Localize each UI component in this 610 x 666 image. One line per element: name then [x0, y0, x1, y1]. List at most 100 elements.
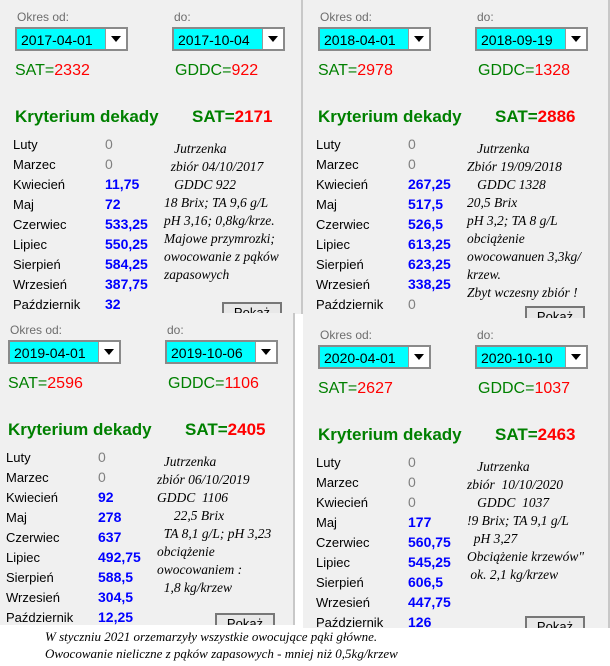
footer-note: W styczniu 2021 orzemarzyły wszystkie ow…	[45, 629, 398, 661]
month-value: 0	[408, 296, 416, 312]
from-date-select[interactable]: 2020-04-01	[318, 345, 431, 369]
pokaz-button[interactable]: Pokaż	[215, 613, 275, 625]
sat-label: SAT=	[8, 375, 48, 392]
to-date-select[interactable]: 2018-09-19	[475, 27, 588, 51]
to-date-select[interactable]: 2020-10-10	[475, 345, 588, 369]
kryterium-sat-readout: SAT=2171	[192, 107, 273, 127]
gddc-readout: GDDC=1106	[168, 375, 259, 393]
from-label: Okres od:	[320, 328, 373, 342]
month-label: Wrzesień	[316, 595, 370, 610]
to-label: do:	[477, 10, 494, 24]
dropdown-arrow-icon[interactable]	[408, 29, 429, 49]
from-date-select[interactable]: 2018-04-01	[318, 27, 431, 51]
month-value: 545,25	[408, 554, 451, 570]
kryterium-dekady-label: Kryterium dekady	[15, 107, 159, 126]
period-panel: Okres od: 2018-04-01 do: 2018-09-19 SAT=…	[303, 0, 610, 318]
dropdown-arrow-icon[interactable]	[105, 29, 126, 49]
dropdown-arrow-icon[interactable]	[565, 347, 586, 367]
month-label: Lipiec	[6, 550, 40, 565]
period-panel: Okres od: 2017-04-01 do: 2017-10-04 SAT=…	[0, 0, 303, 314]
dropdown-arrow-icon[interactable]	[565, 29, 586, 49]
from-date-select[interactable]: 2019-04-01	[8, 340, 121, 364]
kryterium-sat-value: 2405	[227, 420, 266, 439]
dropdown-arrow-icon[interactable]	[408, 347, 429, 367]
from-date-value: 2018-04-01	[324, 32, 396, 48]
gddc-label: GDDC=	[478, 380, 535, 397]
sat-value: 2596	[47, 375, 83, 392]
kryterium-sat-label: SAT=	[185, 420, 228, 439]
gddc-readout: GDDC=922	[175, 62, 258, 80]
month-value: 584,25	[105, 256, 148, 272]
pokaz-button[interactable]: Pokaż	[222, 302, 282, 314]
month-label: Maj	[6, 510, 27, 525]
from-date-select[interactable]: 2017-04-01	[15, 27, 128, 51]
month-value: 12,25	[98, 609, 134, 625]
month-value: 560,75	[408, 534, 451, 550]
to-date-value: 2017-10-04	[178, 32, 250, 48]
gddc-value: 922	[231, 62, 259, 79]
dropdown-arrow-icon[interactable]	[255, 342, 276, 362]
month-label: Luty	[6, 450, 31, 465]
month-label: Kwiecień	[316, 495, 369, 510]
month-label: Lipiec	[316, 555, 350, 570]
month-label: Luty	[316, 455, 341, 470]
month-label: Sierpień	[316, 257, 364, 272]
month-value: 0	[408, 136, 416, 152]
month-label: Lipiec	[13, 237, 47, 252]
gddc-readout: GDDC=1037	[478, 380, 570, 398]
month-label: Październik	[13, 297, 81, 312]
month-label: Maj	[316, 515, 337, 530]
month-label: Marzec	[6, 470, 49, 485]
month-value: 304,5	[98, 589, 134, 605]
month-value: 267,25	[408, 176, 451, 192]
month-value: 613,25	[408, 236, 451, 252]
sat-readout: SAT=2332	[15, 62, 90, 80]
month-value: 517,5	[408, 196, 444, 212]
dropdown-arrow-icon[interactable]	[98, 342, 119, 362]
month-value: 533,25	[105, 216, 148, 232]
month-label: Wrzesień	[6, 590, 60, 605]
month-label: Październik	[316, 297, 384, 312]
gddc-readout: GDDC=1328	[478, 62, 570, 80]
month-label: Sierpień	[6, 570, 54, 585]
kryterium-dekady-label: Kryterium dekady	[318, 425, 462, 444]
kryterium-dekady-label: Kryterium dekady	[318, 107, 462, 126]
month-label: Czerwiec	[13, 217, 67, 232]
sat-value: 2627	[357, 380, 393, 397]
month-value: 0	[105, 156, 113, 172]
month-value: 0	[98, 449, 106, 465]
pokaz-button[interactable]: Pokaż	[525, 616, 585, 628]
month-value: 588,5	[98, 569, 134, 585]
month-label: Kwiecień	[13, 177, 66, 192]
month-label: Marzec	[13, 157, 56, 172]
month-label: Lipiec	[316, 237, 350, 252]
month-value: 11,75	[105, 176, 140, 192]
pokaz-button[interactable]: Pokaż	[525, 306, 585, 318]
month-label: Sierpień	[13, 257, 61, 272]
month-label: Marzec	[316, 157, 359, 172]
to-date-value: 2020-10-10	[481, 350, 553, 366]
to-date-value: 2018-09-19	[481, 32, 553, 48]
month-value: 0	[408, 156, 416, 172]
to-date-select[interactable]: 2019-10-06	[165, 340, 278, 364]
month-value: 447,75	[408, 594, 451, 610]
month-value: 492,75	[98, 549, 141, 565]
month-label: Kwiecień	[316, 177, 369, 192]
gddc-value: 1037	[534, 380, 571, 397]
month-label: Luty	[316, 137, 341, 152]
period-panel: Okres od: 2019-04-01 do: 2019-10-06 SAT=…	[0, 313, 295, 625]
from-label: Okres od:	[320, 10, 373, 24]
to-date-select[interactable]: 2017-10-04	[172, 27, 285, 51]
month-value: 0	[105, 136, 113, 152]
month-label: Czerwiec	[6, 530, 60, 545]
sat-readout: SAT=2627	[318, 380, 393, 398]
kryterium-sat-label: SAT=	[495, 107, 538, 126]
kryterium-sat-label: SAT=	[192, 107, 235, 126]
kryterium-sat-readout: SAT=2886	[495, 107, 576, 127]
to-date-value: 2019-10-06	[171, 345, 243, 361]
sat-label: SAT=	[318, 62, 358, 79]
gddc-label: GDDC=	[478, 62, 535, 79]
dropdown-arrow-icon[interactable]	[262, 29, 283, 49]
month-label: Maj	[13, 197, 34, 212]
kryterium-sat-value: 2886	[537, 107, 576, 126]
